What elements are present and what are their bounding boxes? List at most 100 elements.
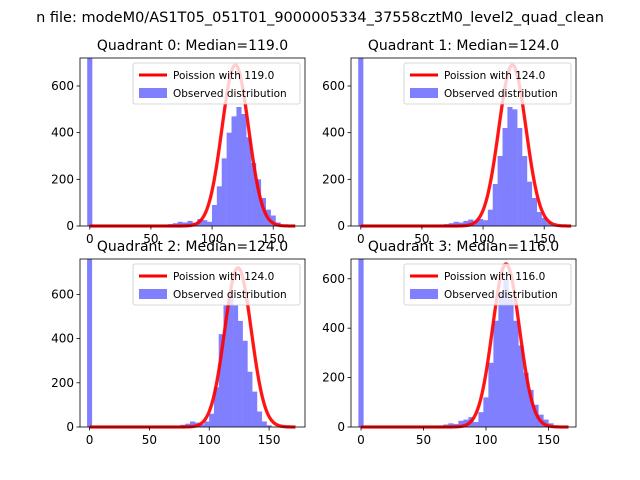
y-tick-label: 0 [66,420,74,434]
histogram-bar [493,320,499,427]
histogram-bar [358,58,364,226]
y-tick-label: 200 [51,172,74,186]
histogram-bar [231,116,237,226]
panel-quadrant-0: 0 50 100 150 0 200 400 600 Quadrant 0: Median=11… [51,38,306,246]
x-tick-label: 50 [142,433,157,447]
x-tick-label: 0 [357,433,365,447]
axes-frame [79,258,306,428]
x-tick-label: 50 [143,232,158,246]
legend: Poission with 116.0 Observed distribution [403,263,572,306]
legend-bar-swatch [139,88,167,98]
y-tick-label: 400 [51,332,74,346]
histogram-bar [251,163,257,226]
legend: Poission with 119.0 Observed distribution [132,62,301,105]
x-tick-label: 0 [86,232,94,246]
histogram-bar [523,372,529,427]
legend-label-poisson: Poission with 124.0 [173,271,274,283]
histogram-bar [236,107,242,226]
histogram-bar [226,132,232,226]
y-tick-label: 600 [51,79,74,93]
y-tick-label: 400 [322,321,345,335]
histogram-bar [517,128,523,226]
panel-quadrant-2: 0 50 100 150 0 200 400 600 Quadrant 2: Median=12… [51,239,306,447]
histogram-bar [546,222,552,226]
legend-label-observed: Observed distribution [173,289,287,301]
x-tick-label: 100 [475,433,498,447]
histogram-bar [223,305,229,427]
histogram-bar [261,421,267,427]
x-tick-label: 50 [414,232,429,246]
histogram-bar [458,420,464,427]
x-tick-label: 150 [258,433,281,447]
histogram-bar [488,362,494,427]
histogram-bar [492,184,498,226]
histogram-bar [213,387,219,427]
legend-label-observed: Observed distribution [444,289,558,301]
histogram-bar [255,179,262,226]
histogram-bar [216,186,222,226]
panel-quadrant-3: 0 50 100 150 0 200 400 600 Quadrant 3: Median=11… [322,239,577,447]
y-tick-label: 0 [66,219,74,233]
legend-label-poisson: Poission with 124.0 [444,70,545,82]
histogram-bar [209,413,215,427]
x-tick-label: 150 [537,433,560,447]
histogram-bar [518,345,524,427]
histogram-bar [247,371,253,427]
histogram-bar [512,109,518,226]
histogram-bar [204,421,210,427]
legend-box [403,263,572,306]
legend-box [403,62,572,105]
histogram-bar [187,220,193,226]
histogram-bar [246,137,252,226]
histogram-bar [531,198,537,226]
y-tick-label: 0 [337,420,345,434]
histogram-bar [87,259,93,427]
histogram-bar [503,278,509,427]
y-tick-label: 600 [322,272,345,286]
histogram-bar [199,424,205,427]
axes-frame [350,258,577,428]
histogram-bar [497,156,503,226]
histogram-bar [453,221,459,226]
x-tick-label: 100 [472,232,495,246]
histogram-bar [189,421,196,427]
histogram-bar [218,334,224,427]
figure-suptitle: n file: modeM0/AS1T05_051T01_9000005334_… [36,10,604,26]
histogram-bar [508,298,514,427]
histogram-bar [241,114,247,226]
histogram-bar [228,294,234,427]
x-tick-label: 0 [357,232,365,246]
histogram-bar [242,340,248,427]
histogram-bar [502,128,508,226]
y-tick-label: 400 [51,126,74,140]
y-tick-label: 600 [322,79,345,93]
histogram-bar [358,259,364,427]
y-tick-label: 600 [51,287,74,301]
panel-title: Quadrant 0: Median=119.0 [97,38,288,54]
histogram-bar [257,411,263,427]
legend-box [132,263,301,306]
y-tick-label: 200 [322,172,345,186]
legend-label-poisson: Poission with 119.0 [173,70,274,82]
y-tick-label: 400 [322,126,345,140]
legend: Poission with 124.0 Observed distribution [132,263,301,306]
y-tick-label: 200 [322,371,345,385]
legend-box [132,62,301,105]
histogram-bar [87,58,93,226]
legend-label-poisson: Poission with 116.0 [444,271,545,283]
histogram-bar [487,209,493,226]
x-tick-label: 100 [201,232,224,246]
axes-frame [350,57,577,227]
x-tick-label: 150 [262,232,285,246]
histogram-bar [233,305,239,427]
axes-frame [79,57,306,227]
histogram-bar [498,293,504,427]
histogram-bar [478,412,484,427]
histogram-bar [202,220,208,226]
histogram-bar [482,220,489,226]
histogram-bar [270,215,276,226]
x-tick-label: 0 [86,433,94,447]
histogram-bar [507,107,513,226]
histogram-bar [478,219,484,226]
